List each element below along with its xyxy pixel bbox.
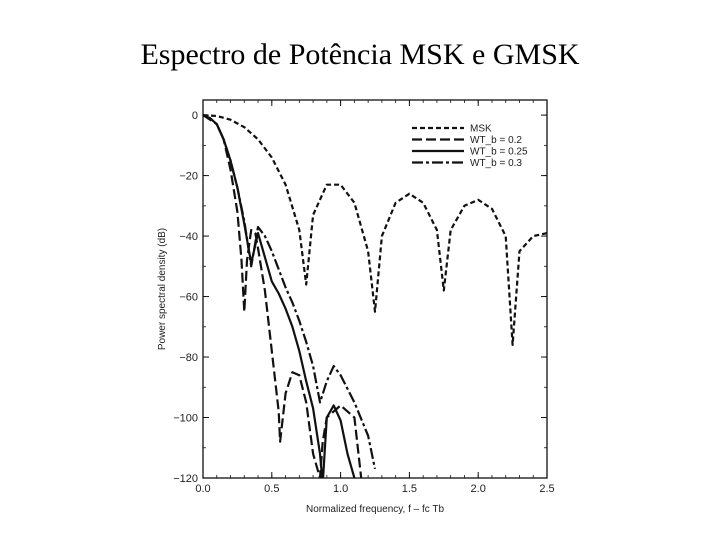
legend-label-3: WT_b = 0.3 — [470, 158, 522, 169]
y-tick-label: 0 — [192, 110, 198, 122]
y-tick-label: −80 — [179, 352, 198, 364]
x-tick-label: 1.5 — [402, 483, 417, 495]
y-axis-label: Power spectral density (dB) — [157, 228, 168, 350]
series-line-1 — [203, 114, 363, 478]
legend-label-0: MSK — [470, 124, 492, 135]
x-tick-label: 2.0 — [471, 483, 486, 495]
legend-label-1: WT_b = 0.2 — [470, 135, 522, 146]
y-tick-label: −60 — [179, 292, 198, 304]
y-tick-label: −20 — [179, 171, 198, 183]
x-tick-label: 0.5 — [264, 483, 279, 495]
x-tick-label: 2.5 — [539, 483, 554, 495]
y-tick-label: −120 — [173, 473, 198, 485]
series-line-3 — [203, 114, 377, 470]
slide-title: Espectro de Potência MSK e GMSK — [140, 38, 580, 71]
series-line-0 — [203, 114, 547, 346]
series-line-2 — [203, 114, 356, 478]
x-tick-label: 1.0 — [333, 483, 348, 495]
legend-label-2: WT_b = 0.25 — [470, 147, 528, 158]
x-tick-label: 0.0 — [195, 483, 210, 495]
y-tick-label: −40 — [179, 231, 198, 243]
plot-frame — [202, 99, 548, 479]
x-axis-label: Normalized frequency, f – fc Tb — [306, 504, 444, 515]
y-tick-label: −100 — [173, 413, 198, 425]
